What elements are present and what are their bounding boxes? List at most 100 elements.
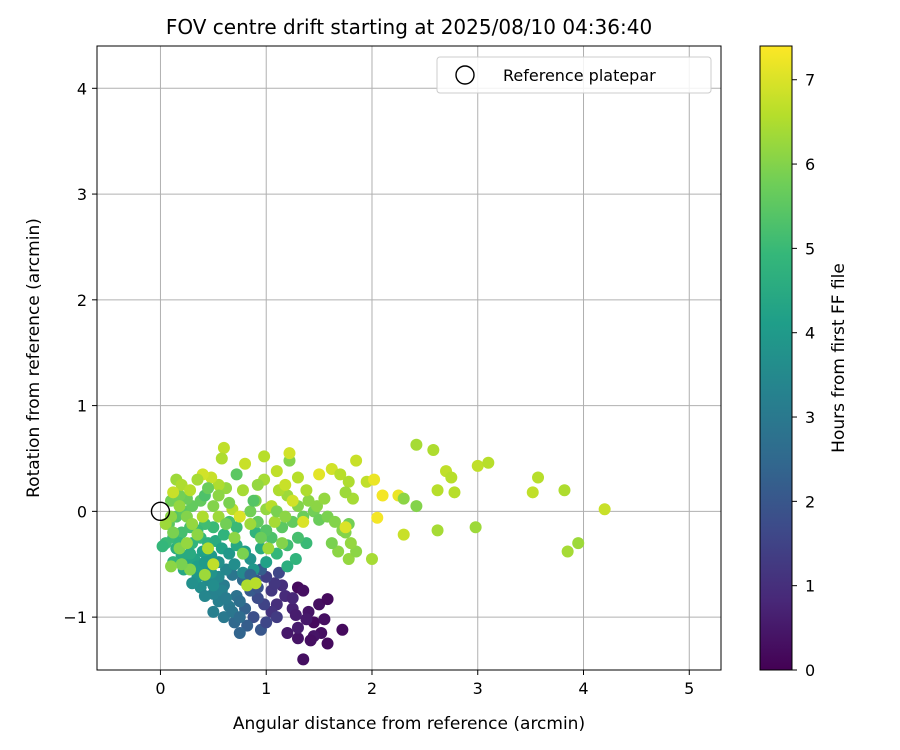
data-point bbox=[526, 486, 539, 499]
scatter-points bbox=[156, 438, 611, 666]
data-point bbox=[342, 552, 355, 565]
data-point bbox=[410, 500, 423, 513]
data-point bbox=[220, 592, 233, 605]
data-point bbox=[397, 492, 410, 505]
data-point bbox=[321, 637, 334, 650]
data-point bbox=[212, 489, 225, 502]
data-point bbox=[297, 584, 310, 597]
data-point bbox=[247, 611, 260, 624]
data-point bbox=[368, 473, 381, 486]
data-point bbox=[344, 537, 357, 550]
data-point bbox=[561, 545, 574, 558]
data-point bbox=[291, 471, 304, 484]
data-point bbox=[318, 492, 331, 505]
data-point bbox=[289, 552, 302, 565]
data-point bbox=[281, 626, 294, 639]
data-point bbox=[281, 560, 294, 573]
data-point bbox=[276, 537, 289, 550]
data-point bbox=[191, 528, 204, 541]
data-point bbox=[233, 510, 246, 523]
data-point bbox=[572, 537, 585, 550]
data-point bbox=[233, 595, 246, 608]
plot-frame bbox=[96, 45, 722, 671]
data-point bbox=[254, 531, 267, 544]
data-point bbox=[279, 510, 292, 523]
data-point bbox=[431, 484, 444, 497]
data-point bbox=[532, 471, 545, 484]
legend-marker-icon bbox=[455, 65, 475, 85]
data-point bbox=[376, 489, 389, 502]
data-point bbox=[159, 518, 172, 531]
data-point bbox=[302, 494, 315, 507]
colorbar bbox=[759, 45, 793, 671]
data-point bbox=[156, 540, 169, 553]
y-axis-ticks: −1 0 1 2 3 4 bbox=[63, 79, 97, 627]
x-axis-label: Angular distance from reference (arcmin) bbox=[233, 714, 585, 734]
data-point bbox=[270, 465, 283, 478]
data-point bbox=[184, 484, 197, 497]
data-point bbox=[251, 592, 264, 605]
data-point bbox=[191, 473, 204, 486]
grid bbox=[97, 46, 721, 670]
data-point bbox=[558, 484, 571, 497]
data-point bbox=[268, 515, 281, 528]
colorbar-tick-label: 1 bbox=[805, 577, 815, 596]
data-point bbox=[207, 558, 220, 571]
colorbar-tick-label: 7 bbox=[805, 71, 815, 90]
data-point bbox=[236, 484, 249, 497]
data-point bbox=[291, 632, 304, 645]
data-point bbox=[339, 521, 352, 534]
data-point bbox=[371, 511, 384, 524]
data-point bbox=[304, 634, 317, 647]
data-point bbox=[334, 468, 347, 481]
data-point bbox=[217, 528, 230, 541]
data-point bbox=[175, 558, 188, 571]
data-point bbox=[230, 521, 243, 534]
data-point bbox=[207, 579, 220, 592]
x-tick-label: 0 bbox=[155, 679, 165, 698]
data-point bbox=[291, 621, 304, 634]
data-point bbox=[410, 438, 423, 451]
data-point bbox=[270, 611, 283, 624]
data-point bbox=[339, 486, 352, 499]
data-point bbox=[184, 547, 197, 560]
data-point bbox=[313, 468, 326, 481]
data-point bbox=[471, 459, 484, 472]
data-point bbox=[300, 484, 313, 497]
data-point bbox=[258, 450, 271, 463]
y-tick-label: 4 bbox=[77, 79, 87, 98]
data-point bbox=[196, 510, 209, 523]
data-point bbox=[445, 471, 458, 484]
data-point bbox=[268, 577, 281, 590]
data-point bbox=[300, 613, 313, 626]
legend-box bbox=[436, 56, 712, 94]
data-point bbox=[291, 531, 304, 544]
data-point bbox=[198, 589, 211, 602]
data-point bbox=[228, 531, 241, 544]
data-point bbox=[244, 505, 257, 518]
colorbar-tick-label: 0 bbox=[805, 661, 815, 680]
data-point bbox=[207, 500, 220, 513]
reference-platepar-marker bbox=[150, 501, 171, 522]
data-point bbox=[342, 475, 355, 488]
x-tick-label: 2 bbox=[367, 679, 377, 698]
data-point bbox=[207, 605, 220, 618]
colorbar-ticks: 0 1 2 3 4 5 6 7 bbox=[792, 71, 815, 680]
data-point bbox=[165, 560, 178, 573]
data-point bbox=[230, 468, 243, 481]
data-point bbox=[469, 521, 482, 534]
data-point bbox=[167, 486, 180, 499]
data-point bbox=[365, 552, 378, 565]
data-point bbox=[482, 456, 495, 469]
data-point bbox=[241, 619, 254, 632]
data-point bbox=[239, 457, 252, 470]
data-point bbox=[260, 616, 273, 629]
data-point bbox=[283, 447, 296, 460]
data-point bbox=[173, 500, 186, 513]
data-point bbox=[289, 609, 302, 622]
data-point bbox=[328, 515, 341, 528]
legend: Reference platepar bbox=[436, 56, 712, 94]
x-tick-label: 3 bbox=[473, 679, 483, 698]
data-point bbox=[249, 577, 262, 590]
data-point bbox=[212, 478, 225, 491]
